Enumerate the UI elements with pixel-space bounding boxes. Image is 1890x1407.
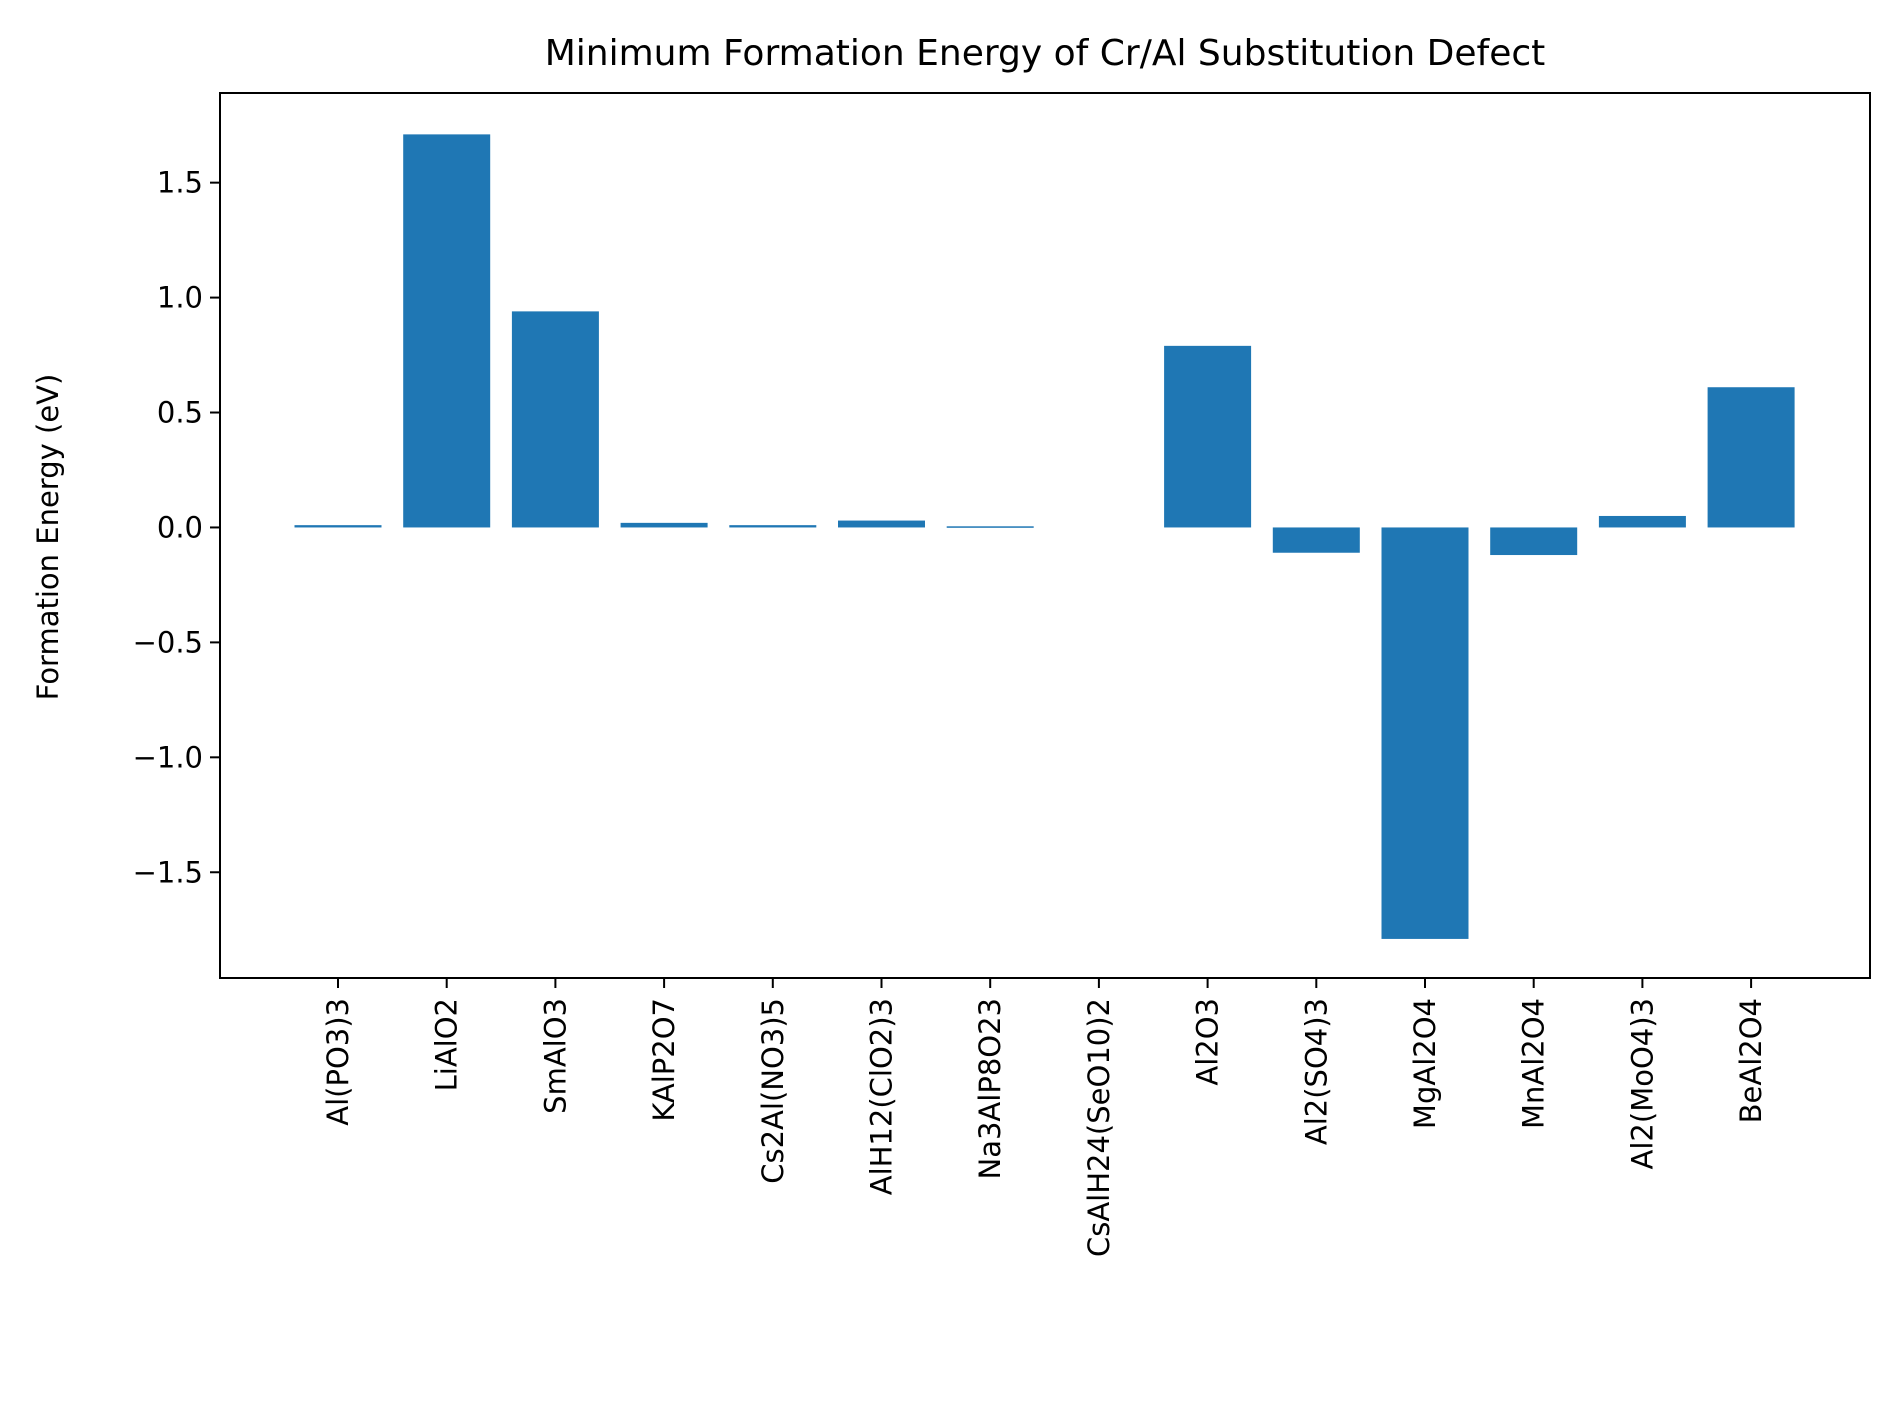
y-tick-label: 0.0 (157, 510, 203, 544)
x-tick-label: Al2(MoO4)3 (1625, 998, 1659, 1169)
bar-5 (838, 520, 925, 528)
x-tick-label: Al2O3 (1191, 998, 1225, 1086)
y-tick-label: 0.5 (157, 396, 203, 430)
bar-13 (1707, 387, 1795, 528)
y-tick-label: −0.5 (133, 625, 203, 659)
bar-0 (294, 525, 382, 528)
x-tick-label: KAlP2O7 (647, 998, 681, 1122)
x-tick-label: BeAl2O4 (1734, 998, 1768, 1123)
x-tick-label: Al2(SO4)3 (1299, 998, 1333, 1145)
bars (294, 134, 1795, 939)
y-tick-label: 1.5 (157, 166, 203, 200)
bar-6 (946, 526, 1034, 528)
bar-12 (1598, 515, 1686, 528)
bar-1 (403, 134, 491, 528)
bar-2 (511, 311, 599, 528)
bar-8 (1164, 345, 1252, 528)
y-tick-label: 1.0 (157, 281, 203, 315)
x-tick-label: AlH12(ClO2)3 (865, 998, 899, 1195)
x-tick-label: Na3AlP8O23 (973, 998, 1007, 1179)
x-tick-label: CsAlH24(SeO10)2 (1082, 998, 1116, 1257)
x-axis: Al(PO3)3 LiAlO2 SmAlO3 KAlP2O7 Cs2Al(NO3)5 Al… (321, 978, 1768, 1257)
x-tick-label: MnAl2O4 (1517, 998, 1551, 1129)
bar-10 (1381, 527, 1469, 939)
plot-frame (219, 92, 1871, 979)
y-axis: −1.5 −1.0 −0.5 0.0 0.5 1.0 1.5 (133, 166, 220, 889)
x-tick-label: Al(PO3)3 (321, 998, 355, 1126)
x-tick-label: LiAlO2 (430, 998, 464, 1091)
x-tick-label: MgAl2O4 (1408, 998, 1442, 1129)
y-axis-label: Formation Energy (eV) (31, 374, 65, 701)
x-tick-label: SmAlO3 (538, 998, 572, 1114)
y-tick-label: −1.5 (133, 855, 203, 889)
y-tick-label: −1.0 (133, 740, 203, 774)
bar-3 (620, 522, 708, 528)
x-tick-label: Cs2Al(NO3)5 (756, 998, 790, 1184)
bar-9 (1272, 527, 1360, 553)
bar-4 (729, 525, 817, 528)
bar-11 (1490, 527, 1578, 556)
chart-title: Minimum Formation Energy of Cr/Al Substi… (545, 33, 1546, 74)
